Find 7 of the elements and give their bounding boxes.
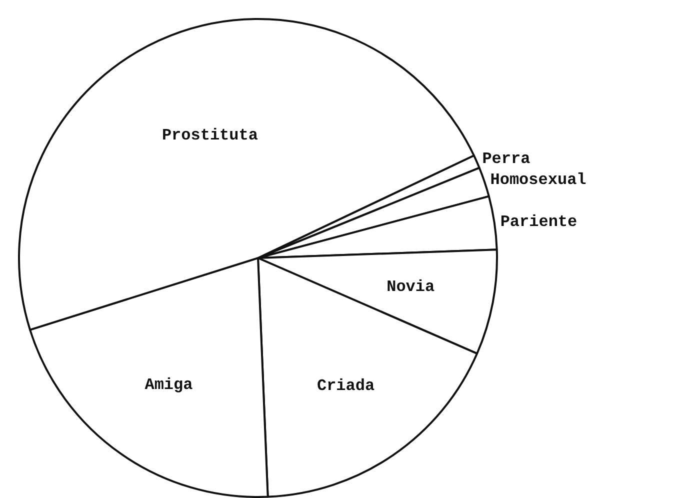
slice-label: Pariente bbox=[500, 212, 578, 231]
slice-label: Prostituta bbox=[162, 126, 258, 145]
slice-label: Criada bbox=[316, 377, 375, 396]
slice-label: Amiga bbox=[144, 376, 194, 394]
slice-label: Homosexual bbox=[490, 171, 586, 190]
slice-label: Perra bbox=[482, 150, 531, 168]
slice-label: Novia bbox=[386, 278, 436, 296]
